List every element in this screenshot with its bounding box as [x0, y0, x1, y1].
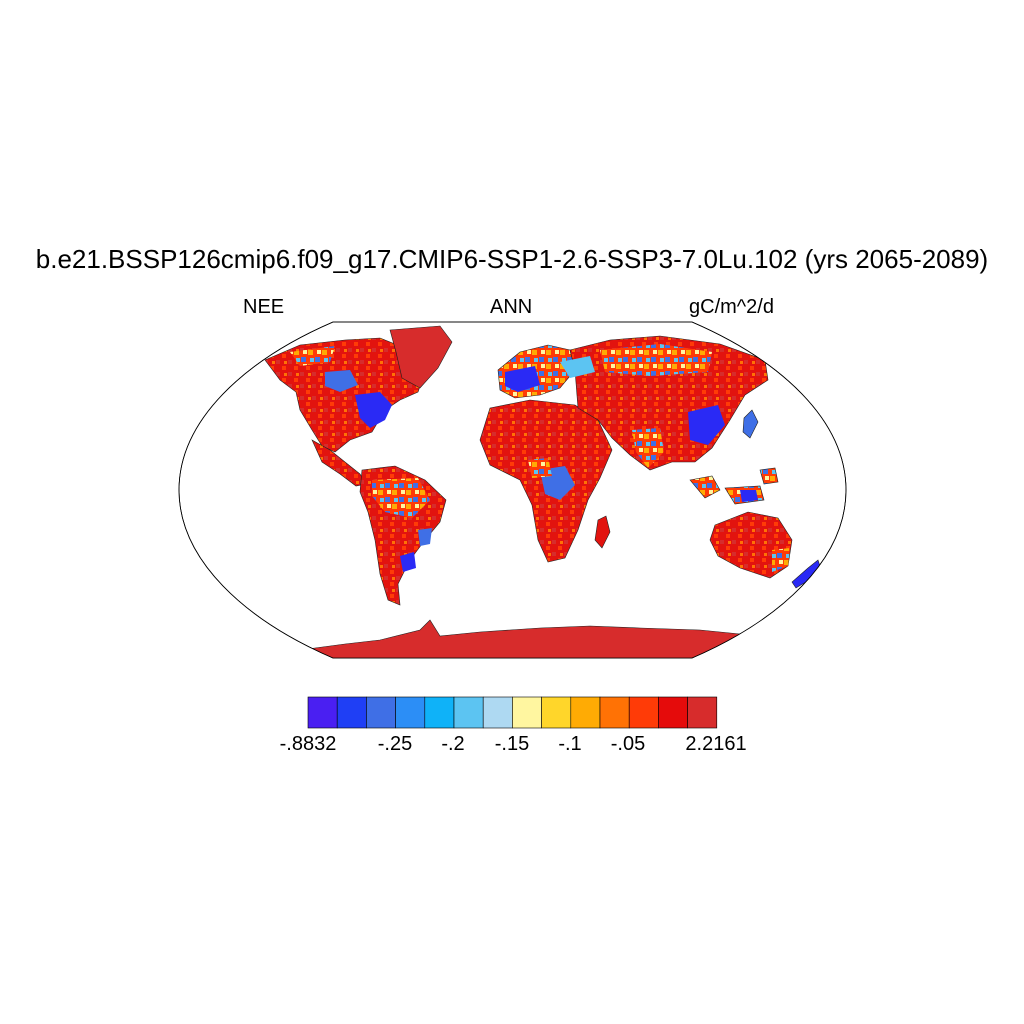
- australia-coast-mixed: [772, 548, 790, 572]
- colorbar-tick-label: -.2: [441, 733, 465, 755]
- colorbar-tick-label: -.05: [610, 733, 646, 755]
- season-label: ANN: [490, 296, 533, 318]
- madagascar: [594, 515, 611, 549]
- japan: [742, 409, 759, 439]
- units-label: gC/m^2/d: [689, 296, 774, 318]
- colorbar-box: [307, 696, 338, 729]
- colorbar-box: [336, 696, 367, 729]
- europe-uptake: [505, 366, 540, 392]
- greenland: [389, 325, 453, 389]
- colorbar-box: [658, 696, 688, 729]
- colorbar-box: [570, 696, 601, 729]
- asia-north-mixed: [600, 344, 712, 376]
- colorbar-box: [687, 696, 718, 729]
- sibera-blue: [560, 356, 595, 378]
- colorbar-box: [366, 696, 396, 729]
- colorbar-tick-label: 2.2161: [685, 733, 747, 755]
- australia: [709, 511, 793, 579]
- colorbar-box: [482, 696, 513, 729]
- colorbar-box: [628, 696, 659, 729]
- plot-title: b.e21.BSSP126cmip6.f09_g17.CMIP6-SSP1-2.…: [35, 244, 989, 274]
- na-uptake-north: [325, 370, 358, 392]
- colorbar-tick-label: -.1: [558, 733, 582, 755]
- colorbar-tick-label: -.15: [494, 733, 530, 755]
- amazon-uptake: [372, 478, 430, 518]
- china-uptake: [688, 405, 725, 445]
- colorbar-box: [541, 696, 572, 729]
- africa-mixed: [528, 458, 552, 478]
- india-mixed: [632, 428, 664, 468]
- colorbar-box: [395, 696, 426, 729]
- indonesia-uptake: [740, 490, 758, 502]
- colorbar-tick-label: -.25: [377, 733, 413, 755]
- colorbar-box: [599, 696, 630, 729]
- variable-label: NEE: [243, 296, 285, 318]
- colorbar: [307, 696, 718, 729]
- na-uptake-east: [355, 392, 392, 428]
- sa-uptake: [400, 552, 416, 572]
- na-mixed-north: [290, 346, 335, 366]
- sa-uptake-b: [418, 528, 432, 546]
- colorbar-box: [512, 696, 542, 729]
- colorbar-box: [453, 696, 484, 729]
- colorbar-box: [424, 696, 455, 729]
- colorbar-tick-label: -.8832: [279, 733, 337, 755]
